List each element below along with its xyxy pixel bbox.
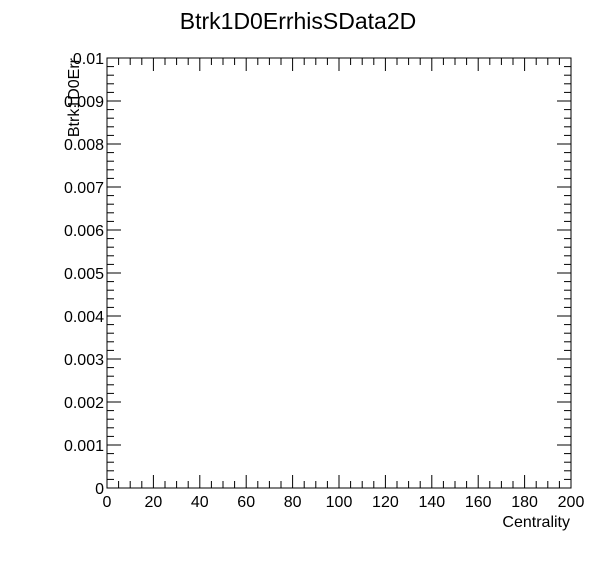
x-axis-tick-labels: 0 20 40 60 80 100 120 140 160 180 200	[103, 494, 585, 511]
y-axis-tick-labels: 0 0.001 0.002 0.003 0.004 0.005 0.006 0.007 0.00…	[64, 51, 104, 498]
y-tick-label: 0.005	[64, 266, 104, 283]
y-tick-label: 0	[95, 481, 104, 498]
y-tick-label: 0.008	[64, 137, 104, 154]
x-axis-label: Centrality	[502, 514, 570, 531]
y-tick-label: 0.009	[64, 94, 104, 111]
x-tick-label: 180	[511, 494, 538, 511]
y-tick-label: 0.006	[64, 223, 104, 240]
x-tick-label: 160	[465, 494, 492, 511]
y-tick-label: 0.002	[64, 395, 104, 412]
y-tick-label: 0.007	[64, 180, 104, 197]
x-tick-label: 100	[326, 494, 353, 511]
chart-title: Btrk1D0ErrhisSData2D	[180, 8, 416, 34]
x-tick-label: 80	[284, 494, 302, 511]
y-tick-label: 0.001	[64, 438, 104, 455]
y-tick-label: 0.01	[73, 51, 104, 68]
x-tick-label: 60	[237, 494, 255, 511]
x-tick-label: 0	[103, 494, 112, 511]
y-tick-label: 0.003	[64, 352, 104, 369]
y-tick-label: 0.004	[64, 309, 104, 326]
x-tick-label: 40	[191, 494, 209, 511]
x-tick-label: 200	[558, 494, 585, 511]
x-axis-ticks	[106, 58, 572, 488]
y-axis-label: Btrk1D0Err	[66, 57, 83, 137]
x-tick-label: 20	[145, 494, 163, 511]
y-axis-ticks	[107, 57, 571, 489]
x-tick-label: 140	[418, 494, 445, 511]
x-tick-label: 120	[372, 494, 399, 511]
